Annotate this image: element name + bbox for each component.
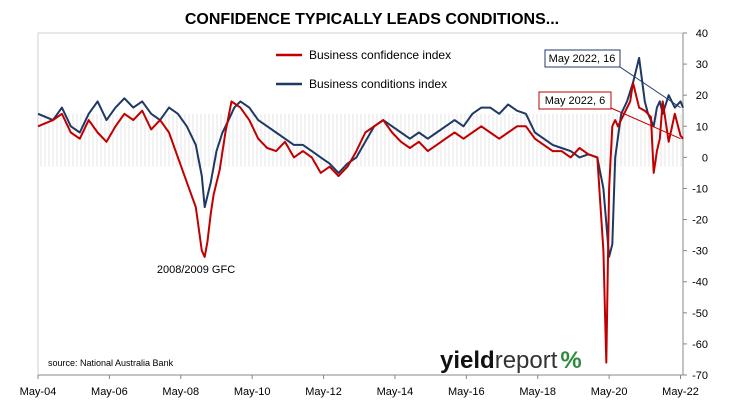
series-layer (37, 56, 684, 364)
x-tick-label: May-08 (162, 386, 199, 398)
callout-box-confidence (538, 91, 612, 110)
y-tick-label: 0 (702, 152, 708, 164)
x-tick-label: May-04 (20, 386, 57, 398)
y-tick-label: -30 (692, 246, 708, 258)
callout-label-confidence: May 2022, 6 (545, 95, 606, 107)
x-tick-label: May-22 (662, 386, 699, 398)
y-tick-label: -40 (692, 277, 708, 289)
y-tick-label: 10 (696, 121, 708, 133)
y-tick-label: 30 (696, 59, 708, 71)
callout-leader-line (619, 66, 681, 109)
callout-leader-line (610, 107, 681, 140)
y-tick-label: -20 (692, 215, 708, 227)
x-tick-label: May-12 (305, 386, 342, 398)
source-note: source: National Australia Bank (48, 358, 174, 368)
x-tick-label: May-18 (519, 386, 556, 398)
y-tick-label: -70 (692, 370, 708, 382)
x-tick-label: May-10 (234, 386, 271, 398)
logo-text: yieldreport% (440, 347, 582, 374)
series-line-confidence (37, 81, 684, 364)
x-tick-label: May-14 (377, 386, 414, 398)
y-tick-label: -10 (692, 183, 708, 195)
chart-title: CONFIDENCE TYPICALLY LEADS CONDITIONS... (185, 11, 559, 28)
x-tick-label: May-16 (448, 386, 485, 398)
y-tick-label: -50 (692, 308, 708, 320)
series-line-conditions (37, 56, 684, 258)
x-tick-label: May-06 (91, 386, 128, 398)
legend-label-confidence: Business confidence index (309, 48, 451, 62)
y-axis: 40 30 20 10 0 -10 -20 -30 -40 -50 -60 -70 (682, 28, 708, 382)
legend: Business confidence index Business condi… (276, 48, 451, 91)
y-tick-label: 20 (696, 90, 708, 102)
yieldreport-logo: yieldreport% (440, 347, 582, 374)
callout-box-conditions (544, 49, 621, 68)
x-tick-label: May-20 (591, 386, 628, 398)
callout-label-conditions: May 2022, 16 (549, 53, 616, 65)
y-tick-label: -60 (692, 339, 708, 351)
gfc-label: 2008/2009 GFC (157, 264, 235, 276)
x-axis: May-04 May-06 May-08 May-10 May-12 May-14 May-… (20, 374, 699, 398)
legend-label-conditions: Business conditions index (309, 77, 447, 91)
annotations: 2008/2009 GFC May 2022, 16 May 2022, 6 (157, 49, 681, 276)
y-tick-label: 40 (696, 28, 708, 40)
